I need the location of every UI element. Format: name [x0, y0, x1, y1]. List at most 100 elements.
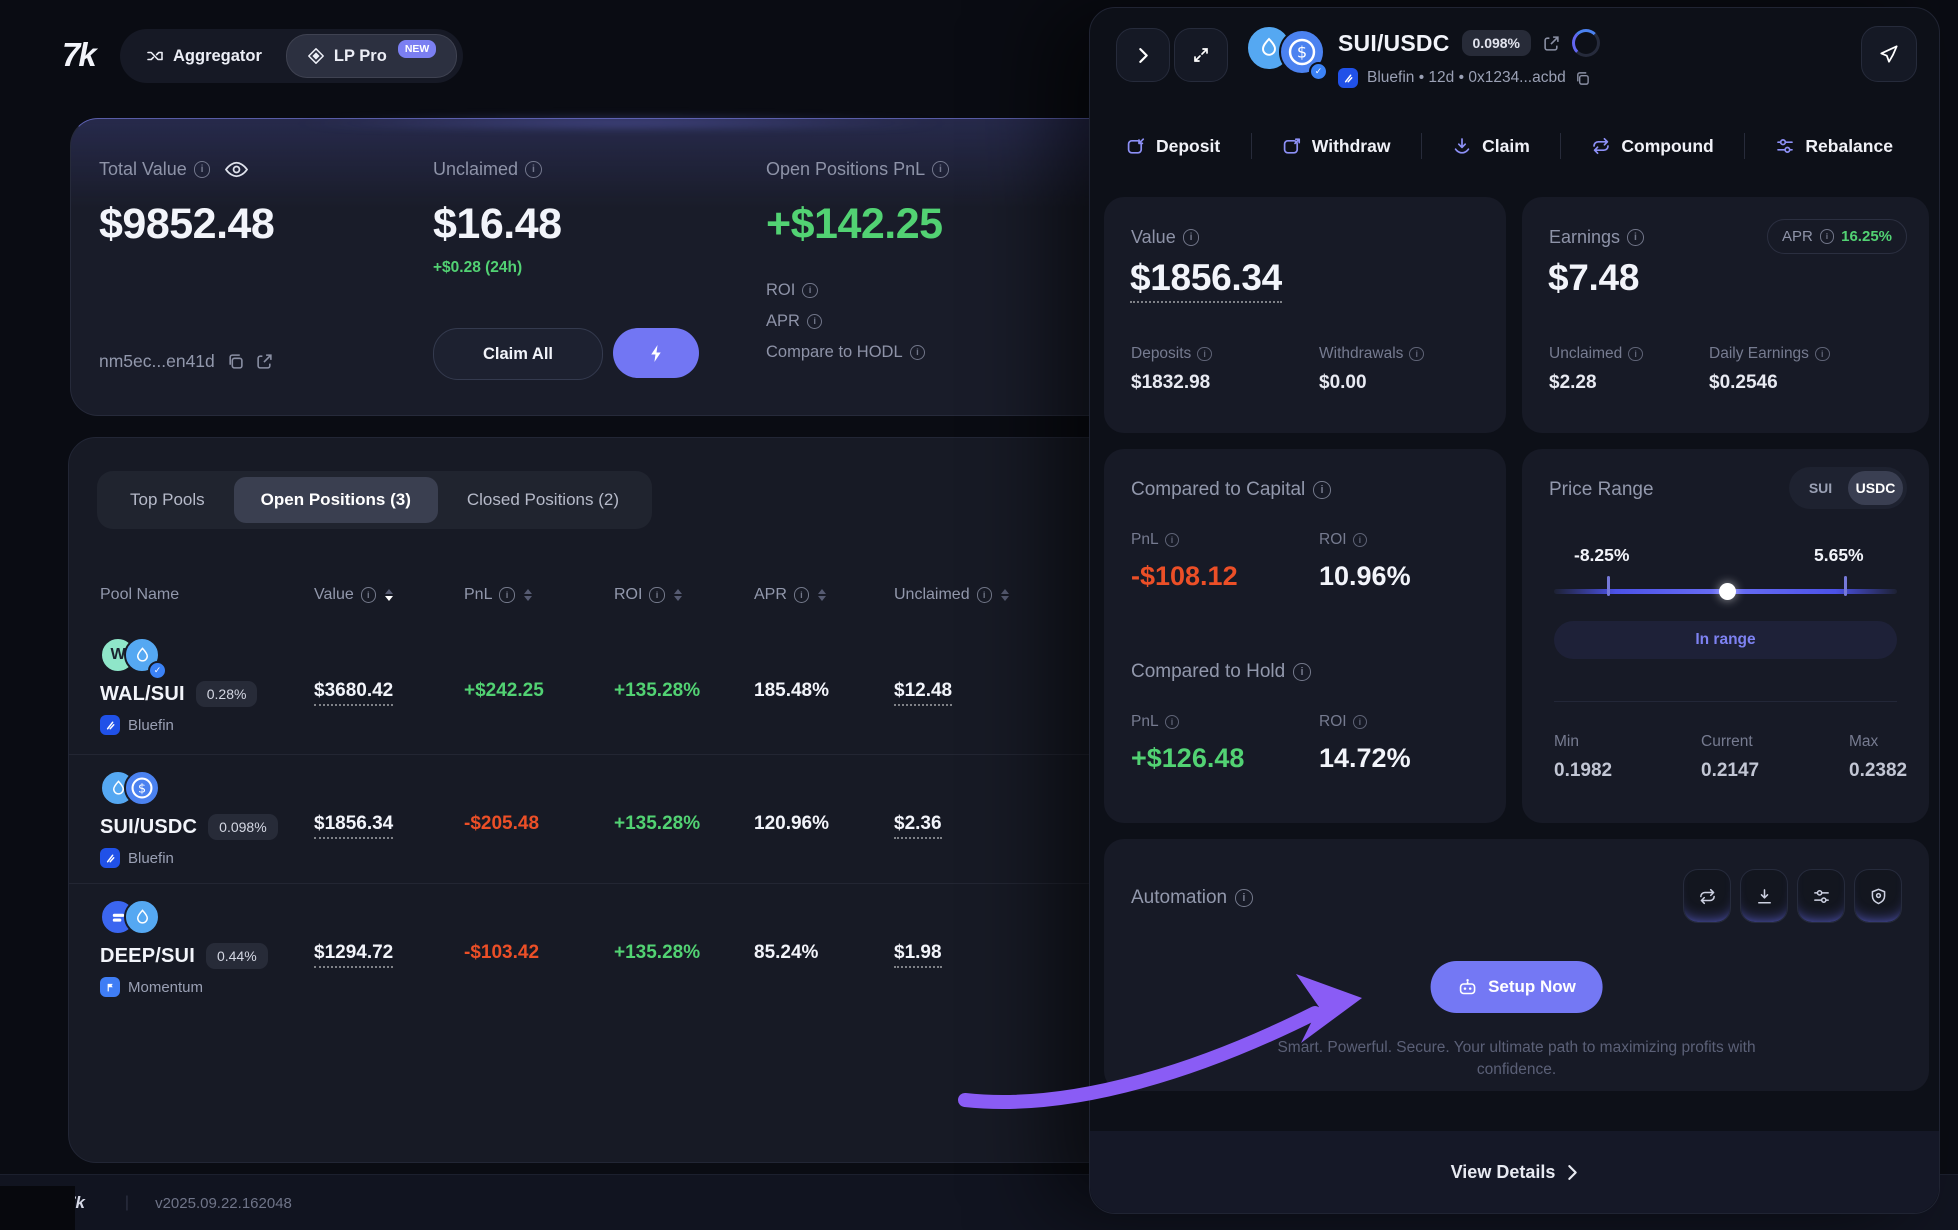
download-icon: [1757, 888, 1771, 904]
share-button[interactable]: [1861, 26, 1917, 82]
wallet-address-row: nm5ec...en41d: [99, 351, 273, 372]
claim-icon: [1452, 136, 1472, 156]
view-details-button[interactable]: View Details: [1090, 1131, 1939, 1213]
tab-lp-pro[interactable]: LP Pro NEW: [285, 34, 458, 78]
info-icon[interactable]: [1814, 346, 1830, 362]
col-unclaimed[interactable]: Unclaimed: [894, 586, 1009, 604]
table-row[interactable]: $ SUI/USDC 0.098% Bluefin $1856.34 -$205.…: [69, 756, 1879, 883]
info-icon: [793, 587, 810, 603]
bluefin-icon: [100, 715, 120, 735]
price-unit-toggle[interactable]: SUI USDC: [1789, 467, 1907, 509]
external-link-icon[interactable]: [256, 353, 273, 370]
info-icon[interactable]: [1313, 481, 1331, 499]
compared-hold-title: Compared to Hold: [1131, 661, 1311, 683]
col-pool-name: Pool Name: [100, 586, 180, 603]
info-icon[interactable]: [806, 313, 823, 330]
col-pnl[interactable]: PnL: [464, 586, 532, 604]
cell-unclaimed[interactable]: $2.36: [894, 813, 942, 839]
info-icon[interactable]: [1182, 229, 1200, 246]
info-icon[interactable]: [1293, 663, 1311, 681]
pnl-label: PnL: [1131, 531, 1238, 549]
shield-icon: [1871, 888, 1885, 904]
price-range-title: Price Range: [1549, 479, 1654, 500]
info-icon[interactable]: [193, 161, 211, 178]
tab-closed-positions[interactable]: Closed Positions (2): [466, 490, 619, 509]
info-icon[interactable]: [932, 161, 949, 178]
apr-value: 16.25%: [1841, 228, 1892, 245]
copy-icon[interactable]: [1575, 71, 1590, 86]
eye-icon[interactable]: [225, 161, 249, 178]
tab-aggregator[interactable]: Aggregator: [126, 35, 282, 77]
app-logo[interactable]: 7k: [62, 36, 97, 73]
info-icon[interactable]: [1628, 346, 1643, 362]
rebalance-button[interactable]: Rebalance: [1775, 136, 1893, 157]
auto-rebalance-button[interactable]: [1797, 869, 1845, 923]
external-link-icon[interactable]: [1543, 35, 1560, 52]
info-icon[interactable]: [1352, 714, 1368, 730]
quick-claim-button[interactable]: [613, 328, 699, 378]
momentum-icon: [100, 977, 120, 997]
protocol-row: Momentum: [100, 977, 203, 997]
cell-value[interactable]: $1856.34: [314, 813, 394, 839]
value-label: Value: [1131, 227, 1200, 248]
col-value[interactable]: Value: [314, 586, 393, 604]
setup-now-button[interactable]: Setup Now: [1430, 961, 1603, 1013]
toggle-sui[interactable]: SUI: [1808, 480, 1833, 496]
info-icon[interactable]: [525, 161, 542, 178]
info-icon[interactable]: [1197, 346, 1213, 362]
cell-value[interactable]: $3680.42: [314, 680, 394, 706]
claim-button[interactable]: Claim: [1452, 136, 1530, 157]
chevron-right-icon: [1568, 1164, 1578, 1180]
expand-panel-button[interactable]: [1174, 28, 1228, 82]
col-apr[interactable]: APR: [754, 586, 827, 604]
info-icon[interactable]: [1235, 889, 1253, 907]
compared-capital-title: Compared to Capital: [1131, 479, 1331, 501]
chevron-right-icon: [1138, 47, 1148, 63]
cell-roi: +135.28%: [614, 680, 701, 701]
info-icon[interactable]: [802, 282, 818, 299]
automation-title: Automation: [1131, 887, 1253, 909]
info-icon[interactable]: [1164, 532, 1180, 548]
roi-label: ROI: [1319, 531, 1411, 549]
cell-value[interactable]: $1294.72: [314, 942, 394, 968]
tab-open-positions[interactable]: Open Positions (3): [233, 477, 438, 523]
toggle-usdc[interactable]: USDC: [1848, 471, 1903, 505]
open-pnl-label: Open Positions PnL: [766, 159, 1136, 180]
pool-pair: WAL/SUI: [100, 682, 185, 705]
compound-button[interactable]: Compound: [1591, 136, 1714, 157]
collapse-panel-button[interactable]: [1116, 28, 1170, 82]
rebalance-icon: [1775, 136, 1795, 156]
cell-unclaimed[interactable]: $1.98: [894, 942, 942, 968]
col-roi[interactable]: ROI: [614, 586, 682, 604]
wallet-address: nm5ec...en41d: [99, 351, 215, 371]
withdraw-button[interactable]: Withdraw: [1282, 136, 1390, 157]
claim-all-button[interactable]: Claim All: [433, 328, 603, 380]
automation-tagline: Smart. Powerful. Secure. Your ultimate p…: [1277, 1039, 1756, 1078]
copy-icon[interactable]: [227, 353, 244, 370]
info-icon[interactable]: [1409, 346, 1425, 362]
position-details-panel: $ ✓ SUI/USDC 0.098% Bluefin • 12d • 0x12…: [1089, 7, 1940, 1214]
auto-claim-button[interactable]: [1740, 869, 1788, 923]
info-icon[interactable]: [1819, 229, 1835, 244]
info-icon[interactable]: [1352, 532, 1368, 548]
daily-earnings-label: Daily Earnings: [1709, 345, 1830, 363]
pool-pair: SUI/USDC: [100, 815, 198, 838]
table-header: Pool Name Value PnL ROI APR Unclaimed: [69, 586, 1879, 612]
auto-protect-button[interactable]: [1854, 869, 1902, 923]
current-price-handle[interactable]: [1719, 583, 1736, 600]
cell-unclaimed[interactable]: $12.48: [894, 680, 953, 706]
cell-roi: +135.28%: [614, 942, 701, 963]
deposit-button[interactable]: Deposit: [1126, 136, 1220, 157]
hodl-label: Compare to HODL: [766, 343, 926, 362]
tab-top-pools[interactable]: Top Pools: [130, 490, 205, 509]
table-row[interactable]: DEEP/SUI 0.44% Momentum $1294.72 -$103.42…: [69, 885, 1879, 1012]
auto-compound-button[interactable]: [1683, 869, 1731, 923]
info-icon[interactable]: [1627, 229, 1644, 246]
cell-pnl: -$205.48: [464, 813, 540, 834]
apr-pill: APR 16.25%: [1766, 219, 1907, 254]
info-icon[interactable]: [909, 344, 926, 361]
new-badge: NEW: [397, 40, 437, 58]
info-icon[interactable]: [1164, 714, 1180, 730]
table-row[interactable]: W ✓ WAL/SUI 0.28% Bluefin $3680.42 +$242.…: [69, 623, 1879, 754]
